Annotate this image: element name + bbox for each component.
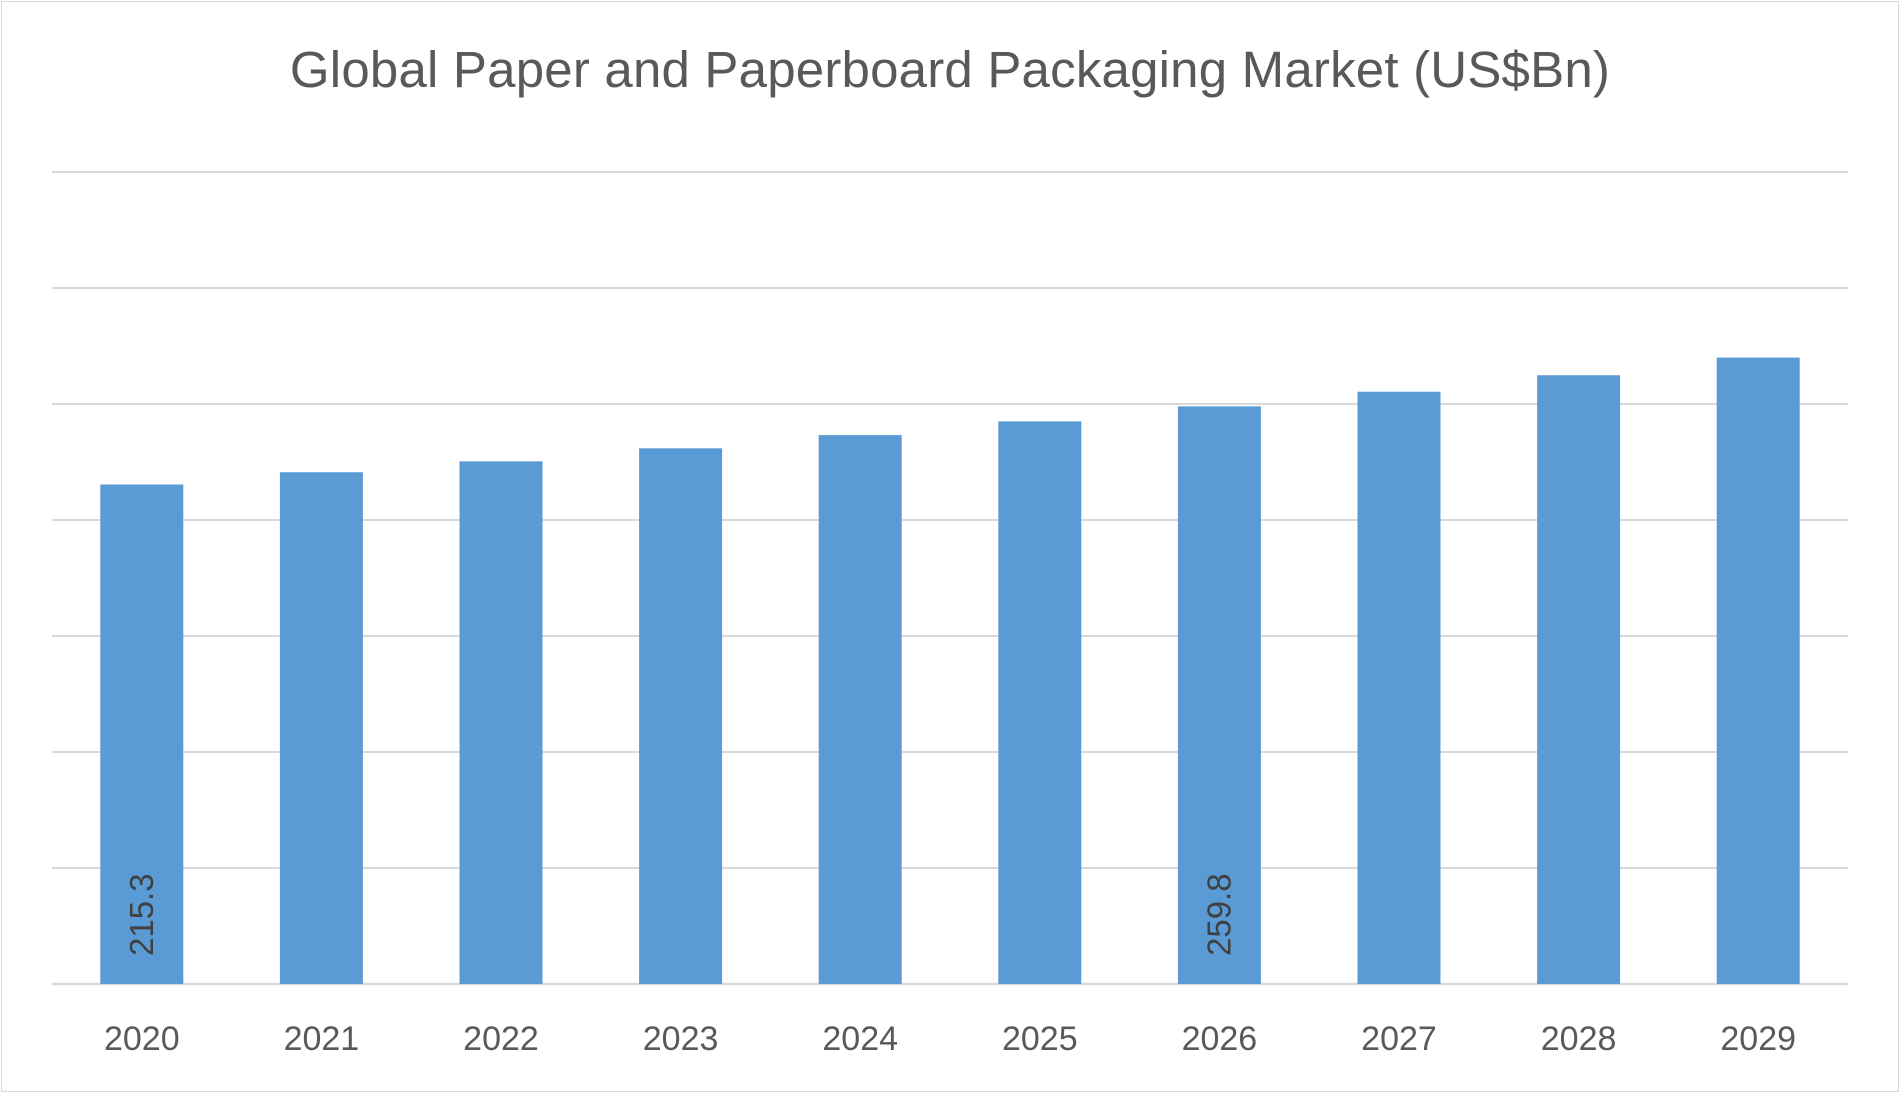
x-tick-label: 2025 bbox=[1002, 1020, 1078, 1058]
bar-2026 bbox=[1177, 406, 1261, 984]
bar-2028 bbox=[1537, 375, 1621, 984]
bar-2021 bbox=[279, 472, 363, 984]
x-tick-label: 2028 bbox=[1541, 1020, 1617, 1058]
x-tick-label: 2022 bbox=[463, 1020, 539, 1058]
x-tick-label: 2024 bbox=[822, 1020, 898, 1058]
data-label: 215.3 bbox=[123, 873, 160, 956]
x-tick-label: 2029 bbox=[1720, 1020, 1796, 1058]
bar-2022 bbox=[459, 461, 543, 985]
bar-2025 bbox=[998, 421, 1082, 984]
data-label: 259.8 bbox=[1200, 873, 1237, 956]
x-tick-label: 2021 bbox=[284, 1020, 360, 1058]
chart-title: Global Paper and Paperboard Packaging Ma… bbox=[289, 41, 1611, 98]
x-tick-label: 2027 bbox=[1361, 1020, 1437, 1058]
bar-2029 bbox=[1716, 357, 1800, 985]
bar-2027 bbox=[1357, 391, 1441, 985]
bar-2020 bbox=[100, 484, 184, 984]
x-tick-label: 2020 bbox=[104, 1020, 180, 1058]
x-tick-label: 2023 bbox=[643, 1020, 719, 1058]
bar-2024 bbox=[818, 435, 902, 984]
bar-2023 bbox=[639, 448, 723, 984]
x-tick-label: 2026 bbox=[1182, 1020, 1258, 1058]
